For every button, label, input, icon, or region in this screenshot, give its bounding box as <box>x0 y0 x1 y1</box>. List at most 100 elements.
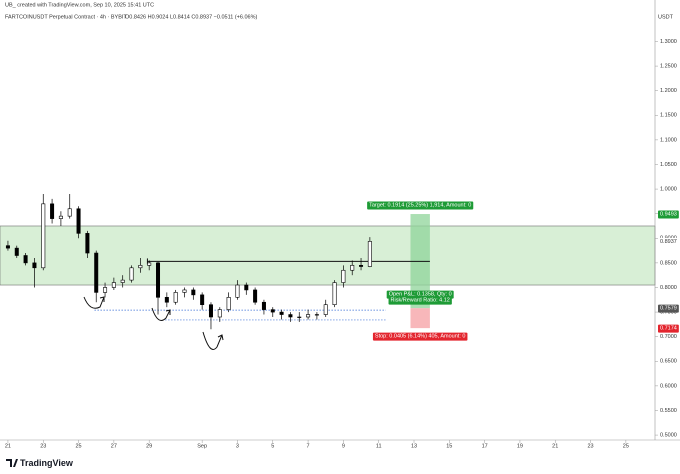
axis-last-bg <box>658 237 679 246</box>
candle <box>5 240 10 251</box>
candle <box>244 282 249 295</box>
candle-body <box>23 255 28 264</box>
candle <box>147 260 152 271</box>
candle <box>191 287 196 300</box>
candle-body <box>164 297 169 303</box>
candle-body <box>279 311 284 315</box>
y-tick-label: 0.8000 <box>660 285 677 291</box>
candle-body <box>244 284 249 291</box>
footer-brand: TradingView <box>20 458 74 468</box>
target-label-group: Target: 0.1914 (25.25%) 1,914, Amount: 0 <box>367 201 474 210</box>
axis-stop-group: 0.7174 <box>658 324 679 333</box>
candle <box>120 275 125 288</box>
candle <box>58 211 63 226</box>
ratio-label-group: Risk/Reward Ratio: 4.12 <box>388 296 452 305</box>
y-tick-label: 1.1000 <box>660 137 677 143</box>
y-tick-label: 0.5000 <box>660 433 677 439</box>
candle-body <box>350 265 355 271</box>
arrow <box>202 331 224 350</box>
x-tick-label: 15 <box>446 443 452 449</box>
candle <box>253 287 258 305</box>
stop-label-group: Stop: 0.0405 (6.14%) 405, Amount: 0 <box>372 332 468 341</box>
candle <box>226 292 231 313</box>
x-tick-label: 11 <box>376 443 382 449</box>
candle-body <box>111 282 116 288</box>
candle-body <box>191 289 196 296</box>
logo-mark <box>6 459 18 467</box>
candle <box>297 312 302 322</box>
y-tick-label: 1.1500 <box>660 113 677 119</box>
candle <box>129 265 134 283</box>
y-tick-label: 0.8500 <box>660 260 677 266</box>
candle-body <box>173 292 178 303</box>
chart-title: FARTCOINUSDT Perpetual Contract · 4h · B… <box>5 14 127 20</box>
candle <box>41 194 46 271</box>
axis-target-group: 0.9493 <box>658 210 679 219</box>
y-tick-label: 1.3000 <box>660 39 677 45</box>
candle <box>156 261 161 315</box>
candle-body <box>367 241 372 267</box>
candle-body <box>217 309 222 318</box>
candle-body <box>156 262 161 298</box>
x-tick-label: 3 <box>236 443 239 449</box>
candle-body <box>359 265 364 267</box>
candle-body <box>200 294 205 306</box>
y-tick-label: 1.2500 <box>660 64 677 70</box>
x-tick-label: 21 <box>552 443 558 449</box>
candle-body <box>138 265 143 269</box>
x-tick-label: 23 <box>587 443 593 449</box>
credit: UB_ created with TradingView.com, Sep 10… <box>5 2 154 8</box>
axis-entry-group: 0.7579 <box>658 304 679 313</box>
candle <box>208 302 213 330</box>
candle-body <box>32 262 37 269</box>
candle-body <box>253 289 258 303</box>
y-tick-label: 1.2000 <box>660 88 677 94</box>
candle <box>235 280 240 300</box>
candle-body <box>50 203 55 219</box>
candle <box>288 312 293 322</box>
candle <box>103 282 108 298</box>
y-tick-label: 1.0500 <box>660 162 677 168</box>
entry-label: Open P&L: 0.1358, Qty: 0 <box>389 292 452 298</box>
candle <box>67 194 72 219</box>
axis-target-bg <box>658 210 679 219</box>
stop-label: Stop: 0.0405 (6.14%) 405, Amount: 0 <box>375 334 466 340</box>
y-tick-label: 0.6500 <box>660 359 677 365</box>
candle <box>217 307 222 322</box>
candle-body <box>14 247 19 256</box>
candle <box>306 309 311 320</box>
candle <box>111 277 116 290</box>
x-tick-label: 7 <box>307 443 310 449</box>
candle-body <box>341 269 346 283</box>
candle-body <box>129 267 134 281</box>
x-tick-label: 9 <box>342 443 345 449</box>
axis-stop-bg <box>658 324 679 333</box>
candle-body <box>58 215 63 219</box>
candle-body <box>76 208 81 234</box>
candle <box>94 250 99 303</box>
candle-body <box>332 282 337 306</box>
candle-body <box>306 314 311 318</box>
axis-target: 0.9493 <box>660 211 677 217</box>
axis-last: 0.8937 <box>660 239 677 245</box>
candle-body <box>85 233 90 254</box>
stop-area <box>410 308 430 329</box>
candle-body <box>41 203 46 269</box>
candle-body <box>270 309 275 313</box>
candle <box>341 265 346 288</box>
x-tick-label: 21 <box>5 443 11 449</box>
candle <box>138 257 143 273</box>
candle-body <box>120 279 125 283</box>
candle-body <box>314 314 319 316</box>
candle-body <box>5 245 10 249</box>
y-tick-label: 0.6000 <box>660 383 677 389</box>
candle <box>23 253 28 266</box>
candle <box>76 206 81 239</box>
target-label-bg <box>367 201 474 210</box>
x-tick-label: 25 <box>76 443 82 449</box>
candle-body <box>288 314 293 318</box>
drawn-arrows <box>83 296 224 350</box>
y-tick-label: 1.0000 <box>660 187 677 193</box>
y-tick-label: 0.7000 <box>660 334 677 340</box>
candle-body <box>94 252 99 293</box>
